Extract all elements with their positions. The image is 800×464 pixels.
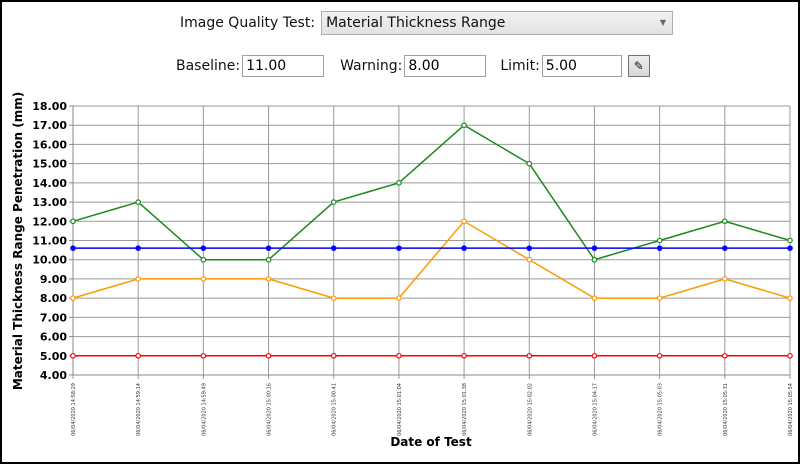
x-tick-label: 06/04/2020 15:02:02: [527, 383, 533, 436]
x-tick-label: 06/04/2020 14:59:14: [136, 383, 142, 436]
data-point: [70, 352, 76, 359]
data-point: [461, 352, 467, 359]
data-point: [461, 245, 467, 251]
y-tick-label: 15.00: [32, 158, 67, 171]
data-point: [787, 295, 793, 301]
data-point: [200, 276, 207, 282]
data-point: [330, 295, 337, 301]
x-tick-label: 06/04/2020 15:01:04: [397, 383, 403, 436]
data-point: [265, 276, 272, 282]
data-point: [396, 352, 402, 359]
data-point: [135, 199, 141, 205]
data-point: [265, 352, 272, 359]
y-tick-label: 4.00: [40, 369, 67, 382]
x-axis-label: Date of Test: [390, 435, 472, 449]
x-tick-label: 06/04/2020 15:00:16: [267, 383, 273, 436]
data-point: [722, 245, 728, 251]
data-point: [526, 256, 533, 263]
y-tick-label: 16.00: [32, 138, 67, 151]
test-label: Image Quality Test:: [180, 15, 316, 31]
data-point: [461, 218, 467, 225]
y-tick-label: 9.00: [40, 273, 67, 286]
y-tick-label: 7.00: [40, 311, 67, 324]
data-point: [526, 160, 533, 167]
warning-label: Warning:: [340, 58, 403, 74]
data-point: [396, 245, 402, 251]
data-point: [656, 352, 663, 359]
y-tick-label: 6.00: [40, 331, 67, 344]
data-point: [135, 276, 141, 282]
limit-input[interactable]: [541, 55, 622, 77]
series-line: [72, 220, 791, 299]
data-point: [330, 245, 337, 251]
test-selector-row: Image Quality Test: Material Thickness R…: [180, 11, 674, 35]
baseline-input[interactable]: [242, 55, 325, 77]
chevron-down-icon: ▼: [659, 18, 667, 27]
data-point: [591, 245, 598, 251]
data-point: [526, 352, 533, 359]
x-tick-label: 06/04/2020 14:59:49: [201, 383, 207, 436]
pencil-icon: ✎: [633, 59, 644, 73]
data-point: [461, 122, 467, 129]
data-point: [722, 276, 728, 282]
x-tick-label: 06/04/2020 15:01:38: [462, 383, 468, 436]
data-point: [135, 352, 141, 359]
data-point: [656, 237, 663, 244]
x-tick-label: 06/04/2020 15:05:54: [788, 383, 794, 436]
x-tick-label: 06/04/2020 15:04:17: [592, 383, 598, 436]
data-point: [787, 237, 793, 244]
y-tick-label: 11.00: [32, 235, 67, 248]
data-point: [265, 256, 272, 263]
data-point: [722, 218, 728, 225]
data-point: [722, 352, 728, 359]
x-tick-label: 06/04/2020 14:58:29: [71, 383, 77, 436]
limit-label: Limit:: [500, 58, 540, 74]
data-point: [330, 199, 337, 205]
data-point: [70, 295, 76, 301]
data-point: [656, 245, 663, 251]
data-point: [591, 295, 598, 301]
edit-button[interactable]: ✎: [627, 55, 650, 77]
y-tick-label: 5.00: [40, 350, 67, 363]
y-tick-label: 12.00: [32, 215, 67, 228]
y-axis-label: Material Thickness Range Penetration (mm…: [11, 92, 25, 390]
test-dropdown[interactable]: Material Thickness Range ▼: [321, 11, 674, 35]
data-point: [70, 245, 76, 251]
data-point: [200, 352, 207, 359]
y-tick-label: 17.00: [32, 119, 67, 132]
series-line: [72, 124, 791, 261]
test-dropdown-value: Material Thickness Range: [326, 15, 506, 31]
thresholds-row: Baseline: Warning: Limit: ✎: [176, 55, 650, 77]
data-point: [591, 352, 598, 359]
warning-input[interactable]: [404, 55, 487, 77]
data-point: [526, 245, 533, 251]
baseline-label: Baseline:: [176, 58, 241, 74]
x-tick-label: 06/04/2020 15:05:03: [658, 383, 664, 436]
data-point: [787, 352, 793, 359]
x-tick-label: 06/04/2020 15:05:31: [723, 383, 729, 436]
x-tick-label: 06/04/2020 15:00:41: [332, 383, 338, 436]
data-point: [200, 245, 207, 251]
y-tick-label: 13.00: [32, 196, 67, 209]
y-tick-label: 10.00: [32, 254, 67, 267]
data-point: [396, 180, 402, 186]
data-point: [591, 256, 598, 263]
data-point: [330, 352, 337, 359]
y-tick-label: 18.00: [32, 100, 67, 113]
data-point: [396, 295, 402, 301]
data-point: [70, 218, 76, 225]
y-tick-label: 8.00: [40, 292, 67, 305]
y-tick-label: 14.00: [32, 177, 67, 190]
data-point: [265, 245, 272, 251]
data-point: [200, 256, 207, 263]
data-point: [135, 245, 141, 251]
data-point: [787, 245, 793, 251]
data-point: [656, 295, 663, 301]
